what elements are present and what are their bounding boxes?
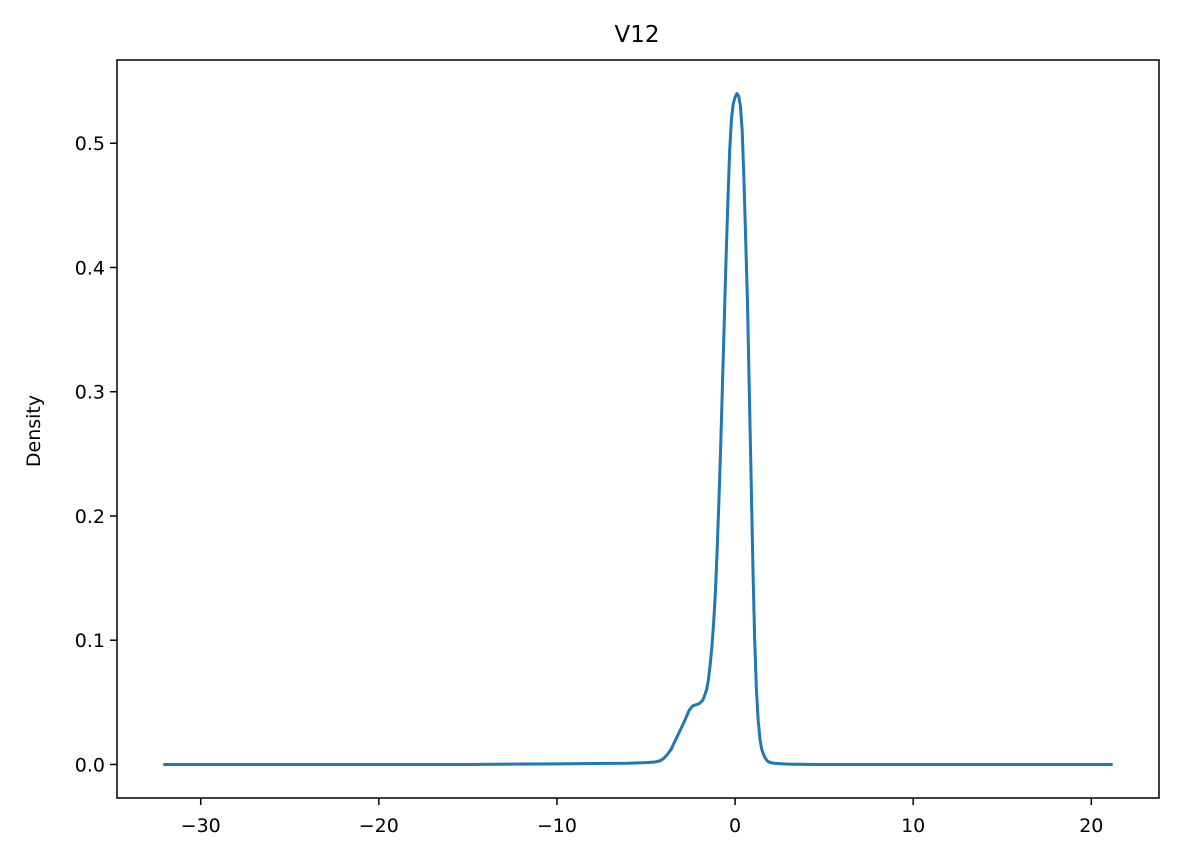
plot-frame — [116, 59, 1160, 799]
y-tick-label: 0.4 — [75, 257, 105, 279]
y-axis: 0.0 0.1 0.2 0.3 0.4 0.5 — [75, 133, 117, 776]
chart-title: V12 — [614, 22, 659, 48]
plot-area — [163, 92, 1113, 766]
x-tick-label: −30 — [181, 815, 221, 837]
x-tick-label: −20 — [359, 815, 399, 837]
density-line-0 — [163, 92, 1113, 766]
y-tick-label: 0.0 — [75, 754, 105, 776]
x-tick-label: 20 — [1079, 815, 1103, 837]
y-tick-label: 0.2 — [75, 506, 105, 528]
y-axis-label: Density — [23, 395, 45, 467]
y-tick-label: 0.5 — [75, 133, 105, 155]
x-axis: −30 −20 −10 0 10 20 — [181, 798, 1103, 837]
x-tick-label: −10 — [537, 815, 577, 837]
x-tick-label: 10 — [901, 815, 925, 837]
y-tick-label: 0.3 — [75, 382, 105, 404]
x-tick-label: 0 — [729, 815, 741, 837]
y-tick-label: 0.1 — [75, 630, 105, 652]
